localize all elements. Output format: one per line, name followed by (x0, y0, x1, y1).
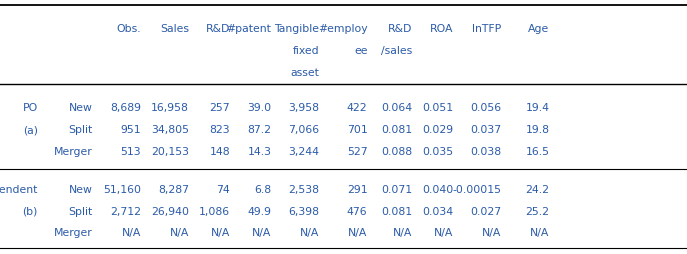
Text: PO: PO (23, 103, 38, 113)
Text: 16,958: 16,958 (151, 103, 189, 113)
Text: 6.8: 6.8 (254, 184, 271, 194)
Text: New: New (69, 184, 93, 194)
Text: #employ: #employ (318, 24, 368, 34)
Text: (b): (b) (23, 206, 38, 216)
Text: (a): (a) (23, 124, 38, 135)
Text: 0.056: 0.056 (471, 103, 502, 113)
Text: 14.3: 14.3 (247, 146, 271, 156)
Text: 2,712: 2,712 (110, 206, 141, 216)
Text: 20,153: 20,153 (151, 146, 189, 156)
Text: 257: 257 (210, 103, 230, 113)
Text: 148: 148 (210, 146, 230, 156)
Text: R&D: R&D (206, 24, 230, 34)
Text: Tangible: Tangible (274, 24, 319, 34)
Text: 0.040: 0.040 (423, 184, 453, 194)
Text: 823: 823 (210, 124, 230, 135)
Text: Merger: Merger (54, 146, 93, 156)
Text: -0.00015: -0.00015 (453, 184, 502, 194)
Text: N/A: N/A (348, 227, 368, 237)
Text: 0.051: 0.051 (423, 103, 453, 113)
Text: N/A: N/A (434, 227, 453, 237)
Text: 0.035: 0.035 (423, 146, 453, 156)
Text: 74: 74 (216, 184, 230, 194)
Text: 87.2: 87.2 (247, 124, 271, 135)
Text: 422: 422 (347, 103, 368, 113)
Text: 16.5: 16.5 (526, 146, 550, 156)
Text: 0.064: 0.064 (381, 103, 412, 113)
Text: 26,940: 26,940 (151, 206, 189, 216)
Text: 701: 701 (347, 124, 368, 135)
Text: N/A: N/A (393, 227, 412, 237)
Text: 19.8: 19.8 (526, 124, 550, 135)
Text: 8,689: 8,689 (110, 103, 141, 113)
Text: N/A: N/A (482, 227, 502, 237)
Text: 476: 476 (347, 206, 368, 216)
Text: fixed: fixed (293, 46, 319, 56)
Text: 0.071: 0.071 (381, 184, 412, 194)
Text: asset: asset (291, 67, 319, 77)
Text: 8,287: 8,287 (158, 184, 189, 194)
Text: 0.027: 0.027 (471, 206, 502, 216)
Text: New: New (69, 103, 93, 113)
Text: 3,958: 3,958 (289, 103, 319, 113)
Text: 0.037: 0.037 (471, 124, 502, 135)
Text: N/A: N/A (300, 227, 319, 237)
Text: /sales: /sales (381, 46, 412, 56)
Text: Independent: Independent (0, 184, 38, 194)
Text: 0.081: 0.081 (381, 124, 412, 135)
Text: N/A: N/A (122, 227, 141, 237)
Text: 291: 291 (347, 184, 368, 194)
Text: 49.9: 49.9 (247, 206, 271, 216)
Text: Sales: Sales (160, 24, 189, 34)
Text: lnTFP: lnTFP (472, 24, 502, 34)
Text: 7,066: 7,066 (289, 124, 319, 135)
Text: Split: Split (69, 206, 93, 216)
Text: 527: 527 (347, 146, 368, 156)
Text: 19.4: 19.4 (526, 103, 550, 113)
Text: N/A: N/A (530, 227, 550, 237)
Text: N/A: N/A (170, 227, 189, 237)
Text: 25.2: 25.2 (526, 206, 550, 216)
Text: 0.038: 0.038 (471, 146, 502, 156)
Text: 0.029: 0.029 (423, 124, 453, 135)
Text: ROA: ROA (430, 24, 453, 34)
Text: 1,086: 1,086 (199, 206, 230, 216)
Text: N/A: N/A (211, 227, 230, 237)
Text: R&D: R&D (388, 24, 412, 34)
Text: Merger: Merger (54, 227, 93, 237)
Text: 34,805: 34,805 (151, 124, 189, 135)
Text: 39.0: 39.0 (247, 103, 271, 113)
Text: 2,538: 2,538 (289, 184, 319, 194)
Text: Split: Split (69, 124, 93, 135)
Text: Obs.: Obs. (116, 24, 141, 34)
Text: 0.081: 0.081 (381, 206, 412, 216)
Text: ee: ee (354, 46, 368, 56)
Text: #patent: #patent (227, 24, 271, 34)
Text: 6,398: 6,398 (289, 206, 319, 216)
Text: 951: 951 (120, 124, 141, 135)
Text: 0.034: 0.034 (423, 206, 453, 216)
Text: 513: 513 (120, 146, 141, 156)
Text: 3,244: 3,244 (289, 146, 319, 156)
Text: 0.088: 0.088 (381, 146, 412, 156)
Text: 51,160: 51,160 (103, 184, 141, 194)
Text: 24.2: 24.2 (526, 184, 550, 194)
Text: N/A: N/A (252, 227, 271, 237)
Text: Age: Age (528, 24, 550, 34)
